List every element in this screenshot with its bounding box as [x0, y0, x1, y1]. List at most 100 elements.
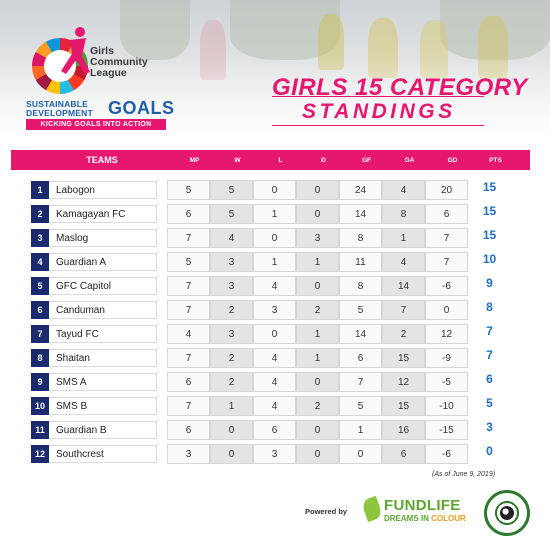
table-body: 1 Labogon 5 5 0 0 24 4 20 15 2 Kamagayan…: [11, 178, 530, 466]
cell-pts: 8: [486, 300, 493, 314]
cell-w: 5: [210, 204, 253, 224]
cell-d: 0: [296, 204, 339, 224]
rank-badge: 7: [31, 325, 49, 343]
girl-player-icon: [61, 27, 90, 74]
header-photo: [0, 0, 550, 140]
cell-ga: 2: [382, 324, 425, 344]
table-row: 4 Guardian A 5 3 1 1 11 4 7 10: [11, 250, 530, 274]
table-row: 11 Guardian B 6 0 6 0 1 16 -15 3: [11, 418, 530, 442]
header-ga: GA: [404, 156, 415, 164]
cell-gd: -5: [425, 372, 468, 392]
football-icon: [500, 506, 514, 520]
title-divider: [272, 125, 484, 126]
rank-badge: 2: [31, 205, 49, 223]
cell-gf: 24: [339, 180, 382, 200]
cell-pts: 6: [486, 372, 493, 386]
header-teams: TEAMS: [86, 155, 118, 165]
cell-d: 1: [296, 348, 339, 368]
cell-l: 0: [253, 228, 296, 248]
cell-mp: 7: [167, 396, 210, 416]
table-row: 6 Canduman 7 2 3 2 5 7 0 8: [11, 298, 530, 322]
cell-mp: 6: [167, 204, 210, 224]
cell-gf: 11: [339, 252, 382, 272]
cell-ga: 8: [382, 204, 425, 224]
as-of-date: (As of June 9, 2019): [432, 471, 496, 478]
leaf-icon: [360, 495, 384, 523]
cell-l: 6: [253, 420, 296, 440]
team-name: Guardian A: [49, 253, 157, 271]
cell-l: 1: [253, 204, 296, 224]
cell-w: 2: [210, 300, 253, 320]
sdg-label: SUSTAINABLE DEVELOPMENT: [26, 100, 93, 118]
rank-badge: 9: [31, 373, 49, 391]
cell-pts: 7: [486, 348, 493, 362]
cell-gf: 5: [339, 300, 382, 320]
cell-ga: 7: [382, 300, 425, 320]
cell-w: 2: [210, 372, 253, 392]
cell-pts: 15: [482, 228, 497, 242]
cell-gf: 14: [339, 324, 382, 344]
rank-badge: 10: [31, 397, 49, 415]
rank-badge: 12: [31, 445, 49, 463]
cell-d: 0: [296, 420, 339, 440]
cell-pts: 9: [486, 276, 493, 290]
title-divider: [272, 96, 484, 97]
team-name: Southcrest: [49, 445, 157, 463]
cell-mp: 6: [167, 372, 210, 392]
sponsor-name: FUNDLIFE: [384, 497, 461, 514]
table-row: 9 SMS A 6 2 4 0 7 12 -5 6: [11, 370, 530, 394]
cell-ga: 14: [382, 276, 425, 296]
team-name: GFC Capitol: [49, 277, 157, 295]
cell-gf: 8: [339, 228, 382, 248]
cell-ga: 15: [382, 396, 425, 416]
sponsor-tagline-part2: COLOUR: [431, 514, 466, 523]
cell-ga: 15: [382, 348, 425, 368]
cell-l: 0: [253, 324, 296, 344]
cell-l: 0: [253, 180, 296, 200]
cell-w: 5: [210, 180, 253, 200]
cell-gf: 7: [339, 372, 382, 392]
cell-l: 4: [253, 348, 296, 368]
cell-w: 3: [210, 252, 253, 272]
header-l: L: [278, 156, 283, 164]
sdg-label-line2: DEVELOPMENT: [26, 108, 93, 118]
cell-ga: 4: [382, 252, 425, 272]
cell-ga: 1: [382, 228, 425, 248]
rank-badge: 8: [31, 349, 49, 367]
sponsor-tagline-part1: DREAMS IN: [384, 514, 432, 523]
cell-mp: 7: [167, 276, 210, 296]
sponsor-tagline: DREAMS IN COLOUR: [384, 514, 466, 523]
team-name: SMS B: [49, 397, 157, 415]
cell-mp: 5: [167, 252, 210, 272]
cell-l: 3: [253, 300, 296, 320]
team-name: Guardian B: [49, 421, 157, 439]
cell-d: 0: [296, 444, 339, 464]
cell-ga: 4: [382, 180, 425, 200]
table-row: 12 Southcrest 3 0 3 0 0 6 -6 0: [11, 442, 530, 466]
cell-gd: -15: [425, 420, 468, 440]
header-w: W: [234, 156, 241, 164]
cell-l: 1: [253, 252, 296, 272]
rank-badge: 6: [31, 301, 49, 319]
cell-pts: 5: [486, 396, 493, 410]
cell-w: 3: [210, 324, 253, 344]
header-d: D: [321, 156, 326, 164]
cell-l: 4: [253, 276, 296, 296]
rank-badge: 11: [31, 421, 49, 439]
header-gf: GF: [361, 156, 372, 164]
cell-pts: 15: [482, 204, 497, 218]
rank-badge: 5: [31, 277, 49, 295]
rank-badge: 4: [31, 253, 49, 271]
cell-ga: 16: [382, 420, 425, 440]
table-header: TEAMS MP W L D GF GA GD PTS: [11, 150, 530, 170]
cell-mp: 4: [167, 324, 210, 344]
table-row: 1 Labogon 5 5 0 0 24 4 20 15: [11, 178, 530, 202]
cell-gd: -9: [425, 348, 468, 368]
table-row: 5 GFC Capitol 7 3 4 0 8 14 -6 9: [11, 274, 530, 298]
team-name: SMS A: [49, 373, 157, 391]
sdg-label-line1: SUSTAINABLE: [26, 99, 89, 109]
cell-w: 2: [210, 348, 253, 368]
cell-pts: 10: [482, 252, 497, 266]
rank-badge: 1: [31, 181, 49, 199]
header-mp: MP: [189, 156, 200, 164]
